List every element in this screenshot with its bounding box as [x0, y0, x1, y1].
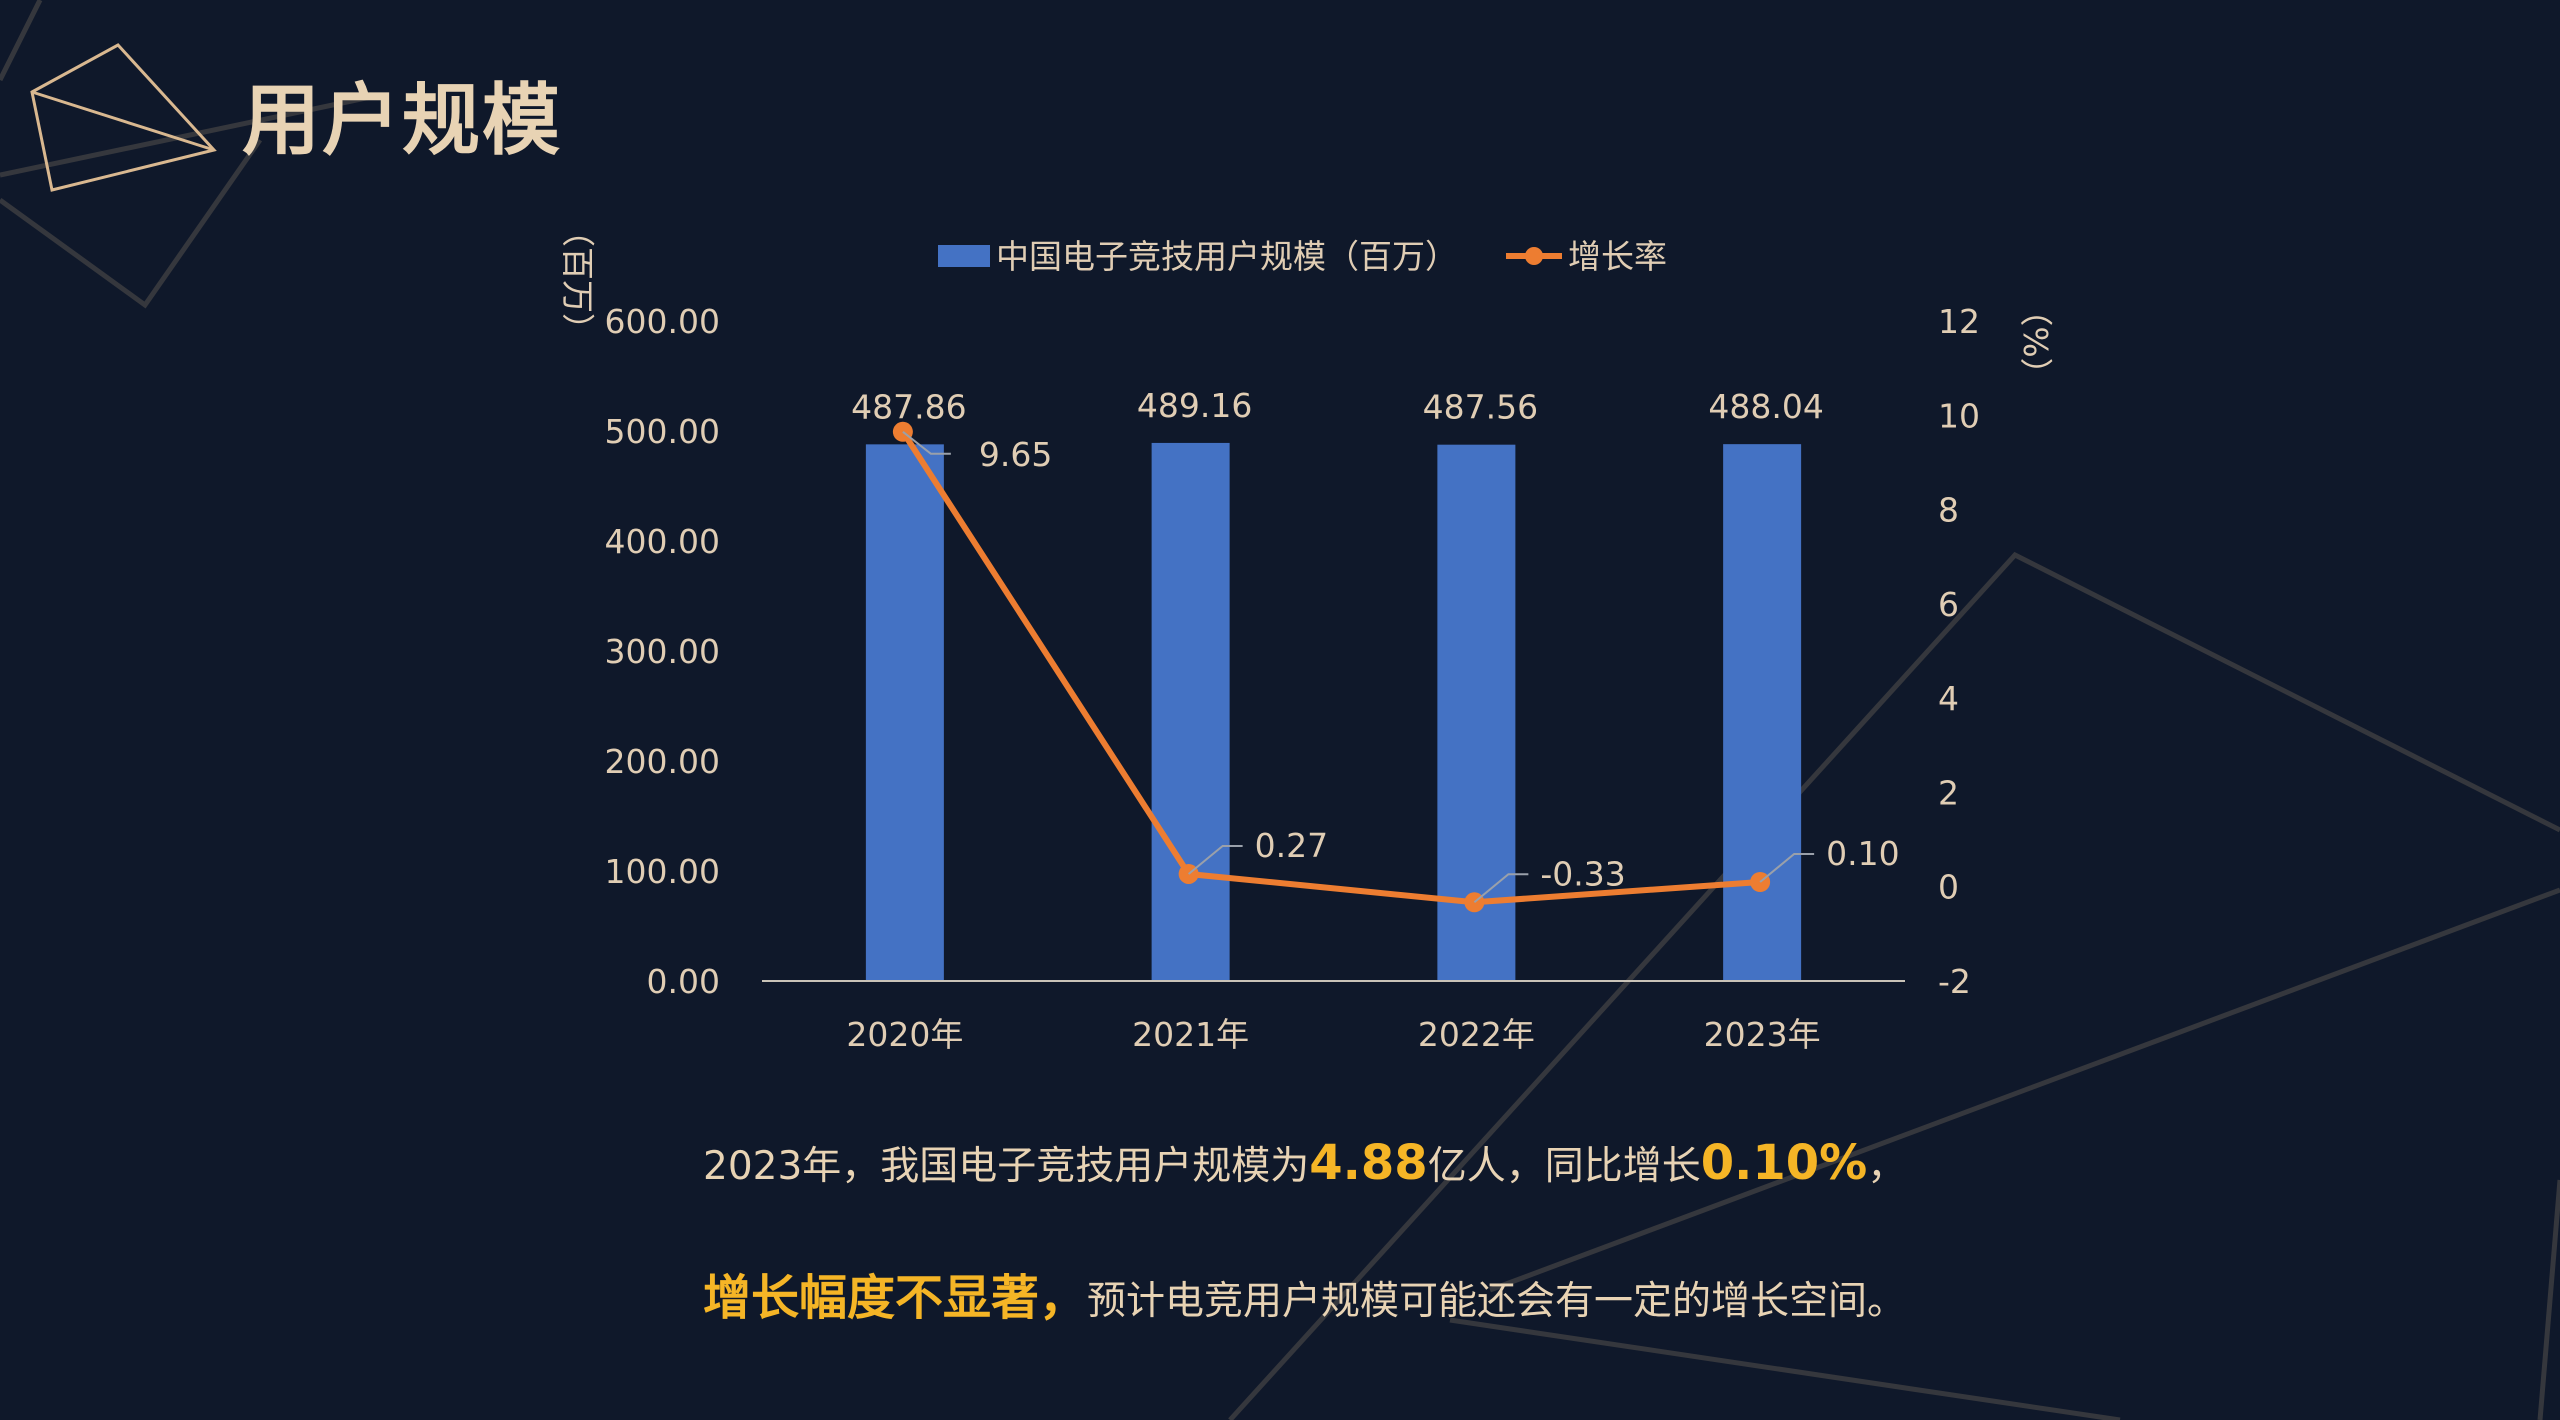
summary-text: 亿人，同比增长 [1427, 1144, 1701, 1189]
x-tick-label: 2020年 [846, 1015, 963, 1054]
summary-line-1: 2023年，我国电子竞技用户规模为4.88亿人，同比增长0.10%， [703, 1135, 1953, 1191]
growth-leader-line [1473, 873, 1529, 904]
bar-value-label: 489.16 [1137, 386, 1252, 425]
bar [1437, 444, 1516, 982]
growth-value-label: 9.65 [979, 435, 1052, 474]
bar-value-label: 488.04 [1708, 387, 1823, 426]
y-left-tick-label: 0.00 [647, 962, 720, 1001]
x-tick-label: 2022年 [1418, 1015, 1535, 1054]
growth-value-label: -0.33 [1540, 854, 1625, 893]
growth-line [900, 430, 1761, 906]
bar-value-label: 487.56 [1423, 388, 1538, 427]
growth-leader-line [902, 430, 951, 455]
growth-value-label: 0.27 [1255, 826, 1328, 865]
y-right-tick-label: 6 [1938, 585, 1959, 624]
page-title: 用户规模 [242, 76, 563, 166]
bar [1151, 442, 1230, 981]
y-left-tick-label: 300.00 [605, 632, 720, 671]
summary-text: 预计电竞用户规模可能还会有一定的增长空间。 [1087, 1279, 1907, 1324]
summary-highlight-conclusion: 增长幅度不显著， [703, 1270, 1088, 1326]
y-left-tick-label: 500.00 [605, 412, 720, 451]
bar-value-label: 487.86 [851, 387, 966, 426]
y-right-tick-label: 12 [1938, 302, 1980, 341]
y-right-tick-label: 10 [1938, 396, 1980, 435]
y-right-tick-label: -2 [1938, 962, 1971, 1001]
summary-text: ， [1867, 1144, 1907, 1189]
bar [865, 444, 944, 981]
y-left-tick-label: 200.00 [605, 742, 720, 781]
legend-bar-swatch [938, 245, 990, 267]
summary-text: 2023年，我国电子竞技用户规模为 [703, 1144, 1310, 1189]
y-left-tick-label: 600.00 [605, 302, 720, 341]
y-right-tick-label: 0 [1938, 868, 1959, 907]
y-left-axis-label: （百万） [558, 214, 597, 346]
bar [1723, 444, 1802, 981]
summary-highlight-growth: 0.10% [1700, 1135, 1868, 1191]
growth-leader-line [1187, 844, 1243, 875]
summary-highlight-users: 4.88 [1309, 1135, 1428, 1191]
summary-line-2: 增长幅度不显著，预计电竞用户规模可能还会有一定的增长空间。 [703, 1258, 1953, 1328]
logo-triangle-icon [30, 43, 217, 192]
legend-bar-label: 中国电子竞技用户规模（百万） [996, 237, 1458, 276]
y-right-tick-label: 8 [1938, 491, 1959, 530]
y-right-axis-label: （%） [2016, 293, 2055, 390]
chart: 0.00 100.00 200.00 300.00 400.00 500.00 600.00… [558, 214, 2055, 1054]
y-right-tick-label: 2 [1938, 773, 1959, 812]
legend-line-label: 增长率 [1568, 237, 1667, 276]
legend-line-marker [1525, 247, 1543, 265]
growth-leader-line [1759, 853, 1815, 883]
y-right-tick-label: 4 [1938, 679, 1959, 718]
x-tick-label: 2021年 [1132, 1015, 1249, 1054]
y-left-tick-label: 400.00 [605, 522, 720, 561]
growth-value-label: 0.10 [1826, 834, 1899, 873]
x-tick-label: 2023年 [1704, 1015, 1821, 1054]
y-left-tick-label: 100.00 [605, 852, 720, 891]
